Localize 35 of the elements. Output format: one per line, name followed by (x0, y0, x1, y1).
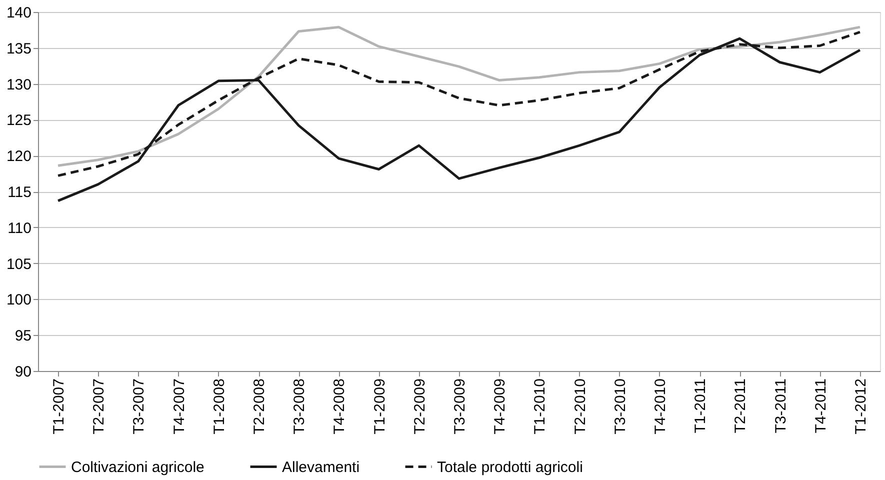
x-tick-label: T1-2007 (50, 378, 68, 434)
x-tick-label: T3-2011 (772, 378, 790, 434)
x-tick-label: T1-2009 (371, 378, 388, 434)
x-tick-label: T3-2010 (612, 378, 629, 434)
x-tick-label: T4-2009 (492, 378, 509, 434)
legend-label: Totale prodotti agricoli (437, 458, 583, 476)
y-tick-label: 140 (6, 4, 32, 22)
y-tick-label: 90 (14, 364, 32, 380)
x-tick-label: T2-2011 (732, 378, 750, 434)
x-tick-label: T2-2010 (572, 378, 589, 434)
x-tick-label: T1-2011 (692, 378, 710, 434)
y-tick-label: 95 (14, 328, 32, 345)
legend-label: Allevamenti (282, 458, 360, 476)
x-tick-label: T2-2007 (90, 378, 108, 434)
y-tick-label: 125 (6, 112, 32, 130)
legend-label: Coltivazioni agricole (71, 458, 204, 476)
x-tick-label: T1-2012 (852, 378, 870, 434)
x-tick-label: T4-2011 (812, 378, 830, 434)
x-tick-label: T1-2008 (210, 378, 228, 434)
x-tick-label: T3-2009 (452, 378, 468, 434)
x-tick-label: T4-2008 (331, 378, 348, 434)
x-tick-label: T2-2008 (251, 378, 268, 434)
x-tick-label: T3-2007 (130, 378, 148, 434)
y-tick-label: 105 (6, 256, 32, 273)
x-tick-label: T4-2010 (652, 378, 669, 434)
y-tick-label: 115 (8, 184, 32, 201)
y-tick-label: 100 (6, 292, 32, 309)
y-tick-label: 120 (6, 148, 32, 166)
x-tick-label: T1-2010 (532, 378, 549, 434)
y-tick-label: 135 (6, 40, 32, 58)
y-tick-label: 130 (6, 76, 32, 94)
x-tick-label: T2-2009 (411, 378, 428, 434)
x-tick-label: T4-2007 (170, 378, 188, 434)
x-tick-label: T3-2008 (291, 378, 308, 434)
y-tick-label: 110 (8, 220, 32, 237)
